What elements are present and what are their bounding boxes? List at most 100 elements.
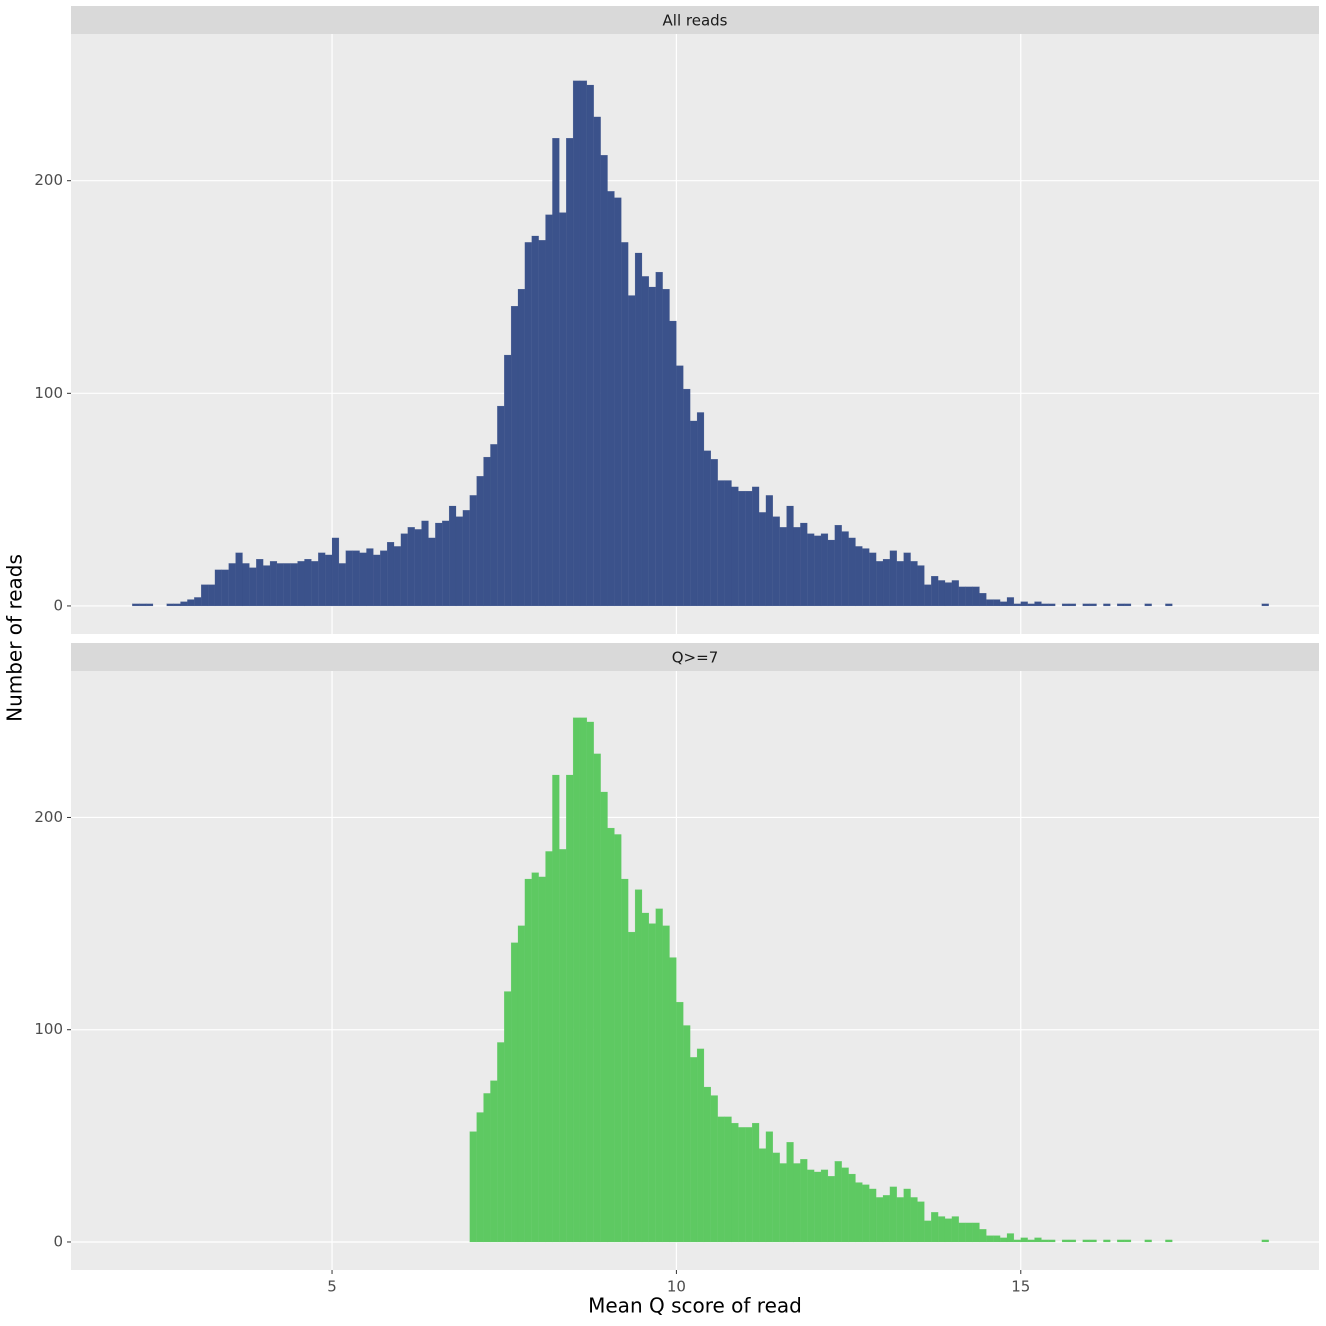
histogram-bar [1020,601,1028,607]
histogram-bar [510,305,519,607]
histogram-bar [731,1122,739,1243]
histogram-bar [745,490,753,607]
histogram-bar [655,908,663,1243]
histogram-bar [510,942,519,1243]
histogram-bar [752,1122,760,1243]
histogram-bar [552,774,560,1243]
histogram-bar [469,1131,477,1243]
histogram-bar [318,552,326,607]
histogram-bar [1123,1239,1132,1243]
histogram-bar [937,580,946,607]
histogram-bar [655,271,663,607]
histogram-bar [758,1148,767,1243]
histogram-bar [524,242,532,607]
histogram-bar [442,520,450,607]
histogram-bar [552,138,560,607]
histogram-bar [875,561,884,607]
histogram-bar [841,1167,849,1243]
histogram-bar [455,516,464,607]
histogram-bar [483,1093,491,1243]
histogram-bar [283,563,291,607]
histogram-bar [834,524,842,607]
histogram-bar [841,531,849,607]
histogram-bar [979,593,987,607]
histogram-bar [1027,1239,1035,1243]
histogram-bar [999,1237,1008,1243]
histogram-bar [331,537,340,607]
histogram-bar [1013,1239,1021,1243]
histogram-bar [593,753,601,1243]
histogram-bar [1165,603,1173,607]
histogram-bar [869,552,877,607]
histogram-bar [1068,603,1077,607]
histogram-bar [951,1216,959,1243]
histogram-bar [1020,1237,1028,1243]
histogram-bar [1103,603,1111,607]
histogram-bar [366,548,374,607]
histogram-bar [359,552,367,607]
histogram-bar [276,563,284,607]
histogram-bar [765,1131,773,1243]
histogram-bar [910,1197,918,1243]
histogram-bar [421,520,429,607]
x-tick-label: 15 [1011,1278,1030,1296]
histogram-bar [827,1176,835,1243]
histogram-bar [1261,603,1269,607]
y-tick-label: 0 [53,1232,63,1250]
histogram-bar [407,527,415,607]
histogram-bar [648,286,656,607]
histogram-bar [448,505,457,607]
histogram-bar [786,505,794,607]
histogram-bar [490,1080,498,1243]
y-tick-label: 100 [34,1020,63,1038]
histogram-bar [772,516,780,607]
histogram-bar [827,539,835,607]
histogram-bar [400,533,408,607]
histogram-bar [242,563,250,607]
histogram-bar [490,444,498,607]
histogram-bar [311,561,319,607]
histogram-bar [1103,1239,1111,1243]
histogram-bar [572,80,581,607]
histogram-bar [937,1216,946,1243]
histogram-bar [862,1184,870,1243]
histogram-bar [972,586,980,607]
histogram-bar [566,774,574,1243]
histogram-bar [703,1086,711,1243]
histogram-bar [696,412,705,607]
histogram-bar [1144,603,1152,607]
histogram-bar [1117,603,1125,607]
histogram-bar [132,603,140,607]
histogram-bar [917,565,925,607]
histogram-bar [703,450,711,607]
histogram-bar [917,1201,925,1243]
histogram-bar [951,580,959,607]
histogram-bar [1013,603,1021,607]
histogram-bar [380,550,388,607]
histogram-bar [738,1127,746,1243]
strip-background [71,643,1319,671]
histogram-bar [201,584,209,607]
strip-label: Q>=7 [672,649,719,667]
histogram-bar [614,197,622,607]
histogram-bar [1034,1237,1042,1243]
histogram-bar [586,721,594,1243]
histogram-bar [256,559,264,607]
histogram-bar [875,1197,884,1243]
histogram-bar [628,295,636,607]
histogram-bar [180,601,188,607]
histogram-bar [779,527,787,607]
histogram-bar [214,569,222,607]
histogram-bar [1082,1239,1090,1243]
histogram-bar [228,563,236,607]
histogram-bar [1034,601,1042,607]
histogram-bar [269,561,278,607]
histogram-bar [903,552,911,607]
histogram-bar [779,1163,787,1243]
histogram-bar [628,931,636,1243]
histogram-bar [435,522,443,607]
histogram-bar [1082,603,1090,607]
histogram-bar [786,1142,794,1243]
histogram-bar [731,486,739,607]
histogram-bar [986,599,994,607]
